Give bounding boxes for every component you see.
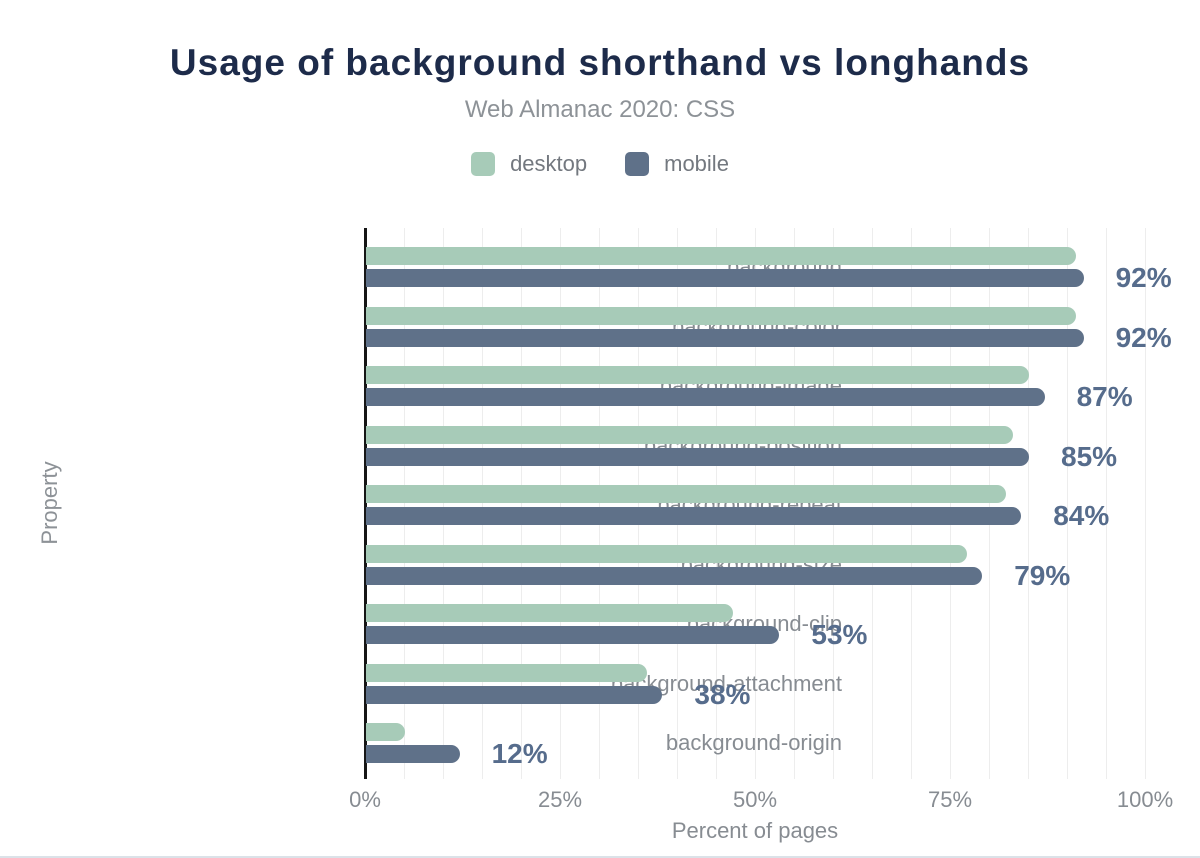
bar-mobile-background-position	[366, 448, 1029, 466]
gridline	[755, 228, 756, 779]
gridline	[794, 228, 795, 779]
bar-desktop-background-origin	[366, 723, 405, 741]
value-label: 87%	[1076, 381, 1133, 412]
gridline	[1067, 228, 1068, 779]
value-label: 84%	[1053, 500, 1110, 531]
gridline	[1106, 228, 1107, 779]
gridline	[560, 228, 561, 779]
gridline	[482, 228, 483, 779]
bar-mobile-background-origin	[366, 745, 460, 763]
value-label: 38%	[694, 679, 751, 710]
gridline	[638, 228, 639, 779]
legend-swatch-desktop-icon	[471, 152, 496, 176]
x-tick-label: 100%	[1116, 787, 1174, 812]
bar-desktop-background-clip	[366, 604, 733, 622]
gridline	[677, 228, 678, 779]
gridline	[872, 228, 873, 779]
legend-swatch-mobile-icon	[625, 152, 650, 176]
bar-desktop-background-repeat	[366, 485, 1006, 503]
value-label: 79%	[1014, 560, 1071, 591]
bar-desktop-background-image	[366, 366, 1029, 384]
legend-item-mobile: mobile	[625, 151, 729, 177]
bar-desktop-background-attachment	[366, 664, 647, 682]
gridline	[911, 228, 912, 779]
gridline	[989, 228, 990, 779]
value-label: 92%	[1115, 262, 1172, 293]
bar-mobile-background-size	[366, 567, 983, 585]
x-tick-label: 0%	[349, 787, 381, 812]
value-label: 92%	[1115, 322, 1172, 353]
bar-desktop-background	[366, 247, 1076, 265]
gridline	[404, 228, 405, 779]
bar-desktop-background-size	[366, 545, 967, 563]
bar-mobile-background-repeat	[366, 507, 1022, 525]
value-label: 12%	[491, 738, 548, 769]
bar-mobile-background-color	[366, 329, 1084, 347]
y-axis-title: Property	[37, 461, 62, 545]
category-label: background-origin	[665, 730, 842, 755]
bar-mobile-background	[366, 269, 1084, 287]
bar-mobile-background-clip	[366, 626, 780, 644]
bar-mobile-background-attachment	[366, 686, 663, 704]
value-label: 85%	[1061, 441, 1118, 472]
value-label: 53%	[811, 619, 868, 650]
gridline	[1028, 228, 1029, 779]
bar-desktop-background-color	[366, 307, 1076, 325]
chart-subtitle: Web Almanac 2020: CSS	[464, 96, 736, 123]
bar-desktop-background-position	[366, 426, 1014, 444]
gridline	[833, 228, 834, 779]
legend: desktop mobile	[0, 151, 1200, 177]
x-axis-title: Percent of pages	[671, 818, 839, 843]
legend-label-mobile: mobile	[664, 151, 729, 176]
gridline	[950, 228, 951, 779]
bottom-border-rule	[0, 856, 1200, 858]
x-tick-label: 75%	[927, 787, 973, 812]
gridline	[599, 228, 600, 779]
gridline	[1145, 228, 1146, 779]
legend-label-desktop: desktop	[510, 151, 588, 176]
gridline	[716, 228, 717, 779]
chart-title: Usage of background shorthand vs longhan…	[169, 42, 1031, 83]
gridline	[521, 228, 522, 779]
x-tick-label: 50%	[732, 787, 778, 812]
bar-mobile-background-image	[366, 388, 1045, 406]
legend-item-desktop: desktop	[471, 151, 587, 177]
y-axis-line	[363, 228, 367, 779]
gridline	[443, 228, 444, 779]
x-tick-label: 25%	[537, 787, 583, 812]
